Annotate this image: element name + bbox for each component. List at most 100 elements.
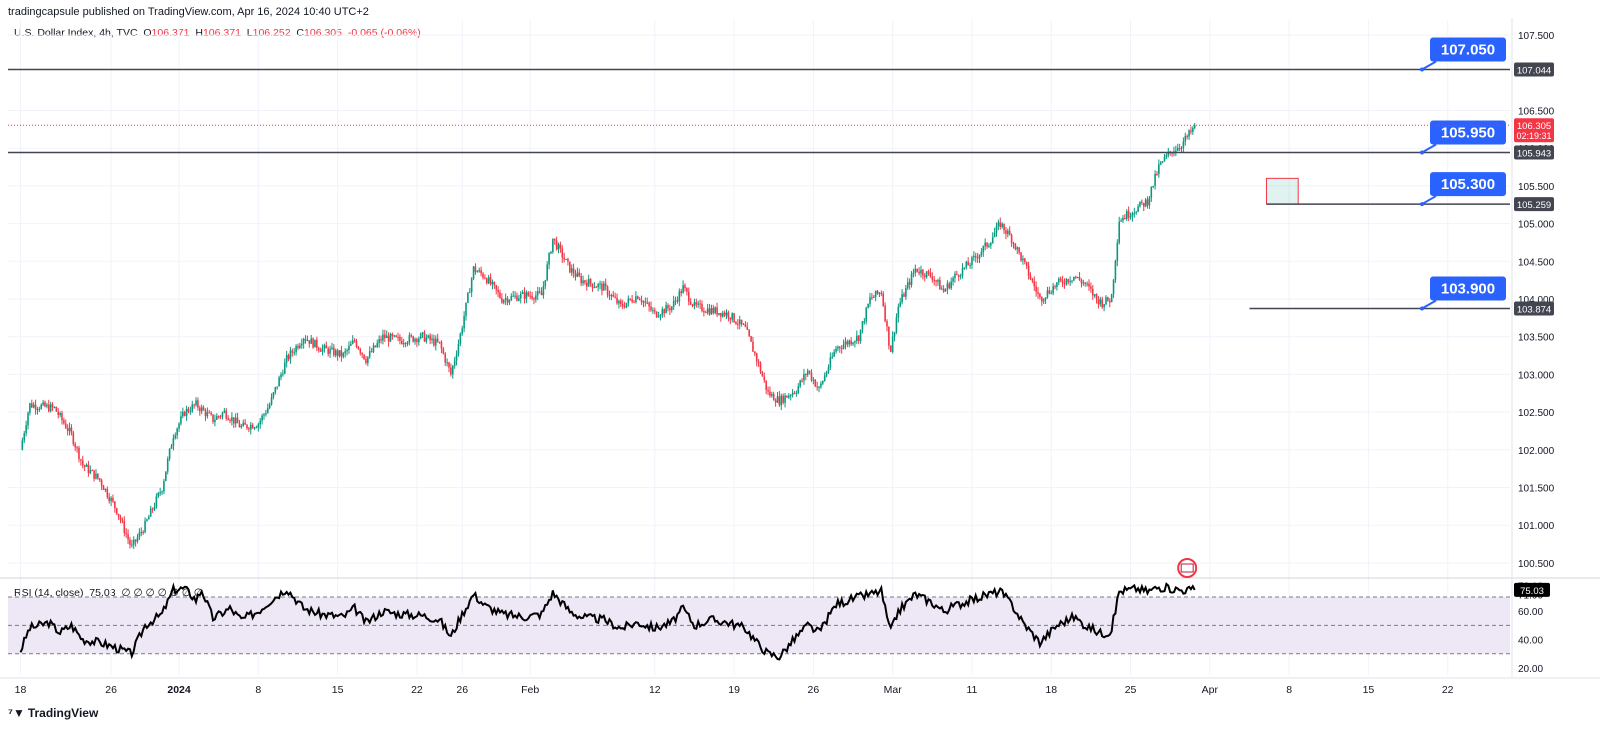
candle-body [771,393,773,396]
candle-body [174,435,177,439]
candle-body [878,292,881,294]
candle-body [687,291,690,302]
candle-body [255,427,258,429]
axis-level-badge [1514,197,1554,212]
candle-body [436,338,439,342]
candle-body [259,420,262,425]
candle-body [299,345,301,348]
candle-body [757,361,760,364]
candle-body [227,418,229,420]
candle-body [78,447,80,460]
axis-level-label: 107.044 [1517,65,1551,76]
candle-body [117,513,120,517]
candle-body [937,279,939,282]
candle-body [852,342,854,345]
candle-body [83,465,86,467]
tradingview-brand[interactable]: ⁷▼ TradingView [8,706,98,720]
candle-body [153,506,156,510]
candle-body [595,286,598,288]
candle-body [718,312,720,315]
candle-body [576,272,579,277]
candle-body [561,248,564,258]
candle-body [648,302,650,307]
candle-body [876,290,879,294]
candle-body [46,404,48,407]
candle-body [1190,130,1192,132]
candle-body [978,254,981,259]
candle-body [236,417,239,424]
candle-body [1176,148,1179,151]
candle-body [689,301,692,305]
candle-body [727,312,730,318]
candle-body [467,292,469,303]
rsi-line [19,582,1196,661]
axis-level-label: 105.943 [1517,148,1551,159]
candle-body [569,261,571,273]
candle-body [76,447,78,449]
x-tick-label: 18 [15,684,27,696]
candle-body [542,286,545,296]
candle-body [661,309,664,316]
candle-body [85,464,88,467]
candle-body [948,283,951,289]
candle-body [1127,211,1130,218]
candle-body [1188,130,1190,137]
candle-body [701,303,703,312]
candle-body [268,404,271,409]
candle-body [1044,297,1047,300]
y-tick-label: 102.000 [1518,446,1555,457]
candle-body [778,396,781,406]
candle-body [210,413,212,415]
symbol-legend: U.S. Dollar Index, 4h, TVC O106.371 H106… [14,27,421,39]
candle-body [874,290,877,297]
candle-body [888,326,890,346]
y-tick-label: 100.500 [1518,559,1555,570]
candle-body [519,293,522,299]
rsi-label[interactable]: RSI (14, close) [14,587,84,599]
candle-body [744,324,747,327]
candle-body [44,402,46,407]
candle-body [1158,164,1160,175]
candle-body [748,329,750,337]
candle-body [57,411,60,415]
candle-body [129,539,131,545]
candle-body [697,303,700,305]
candle-body [63,420,65,424]
candle-body [535,295,537,300]
candle-body [151,508,154,510]
candle-body [986,242,988,247]
candle-body [1048,290,1051,294]
candle-body [47,404,50,412]
candle-body [1010,235,1013,244]
callout-pointer [1421,60,1437,71]
candle-body [704,312,707,314]
candle-body [1124,217,1126,220]
candle-body [518,298,520,301]
candle-body [686,288,688,292]
candle-body [710,307,713,315]
y-tick-label: 107.500 [1518,31,1555,42]
candle-body [206,412,209,417]
candle-body [584,280,586,283]
candle-body [1063,283,1066,285]
x-tick-label: 15 [1363,684,1375,696]
x-tick-label: 11 [967,684,978,696]
symbol-name[interactable]: U.S. Dollar Index, 4h, TVC [14,27,138,39]
candle-body [516,295,518,301]
candle-body [300,343,303,346]
candle-body [23,433,26,441]
candle-body [131,544,133,546]
ohlc-close-label: C [296,27,305,39]
candle-body [699,303,701,305]
candle-body [653,310,656,312]
candle-body [295,345,297,353]
candle-body [557,244,560,250]
candle-body [1101,299,1104,308]
candle-body [393,335,396,337]
candle-body [491,282,494,285]
candle-body [183,411,186,416]
candle-body [404,343,407,345]
candle-body [501,297,503,303]
candle-body [197,400,199,408]
